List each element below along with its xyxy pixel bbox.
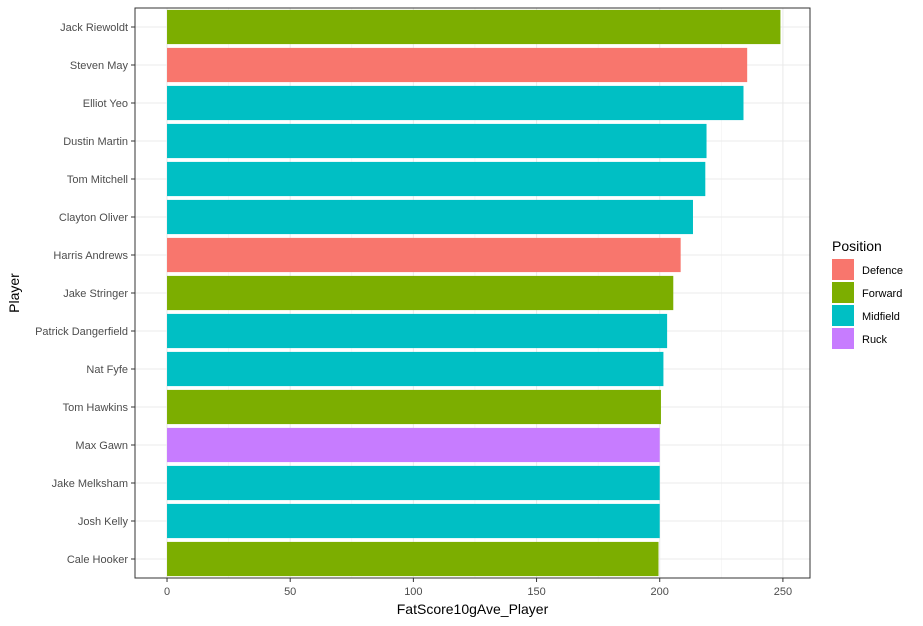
x-axis: 0 50 100 150 200 250 [164,578,792,598]
legend-key [832,259,854,280]
bar [167,465,660,501]
y-tick-label: Cale Hooker [67,554,128,566]
legend-label: Forward [862,288,902,300]
bars [167,9,781,577]
bar [167,503,660,539]
x-tick-label: 0 [164,586,170,598]
y-tick-label: Josh Kelly [78,516,129,528]
legend-label: Defence [862,265,903,277]
legend-key [832,305,854,326]
y-tick-label: Jake Stringer [63,288,128,300]
x-tick-label: 100 [404,586,422,598]
y-tick-label: Patrick Dangerfield [35,326,128,338]
bar [167,47,748,83]
x-tick-label: 50 [284,586,296,598]
legend-key [832,328,854,349]
y-tick-label: Clayton Oliver [59,212,128,224]
y-tick-label: Nat Fyfe [86,364,128,376]
bar [167,237,681,273]
y-tick-label: Max Gawn [75,440,128,452]
y-tick-label: Tom Hawkins [63,402,129,414]
bar [167,351,664,387]
x-tick-label: 150 [527,586,545,598]
y-tick-label: Dustin Martin [63,136,128,148]
bar [167,427,660,463]
y-tick-label: Elliot Yeo [83,98,128,110]
bar [167,389,661,425]
y-tick-label: Jake Melksham [52,478,128,490]
legend-key [832,282,854,303]
legend-title: Position [832,238,882,254]
x-tick-label: 250 [774,586,792,598]
legend-label: Ruck [862,334,888,346]
bar [167,9,781,45]
legend: Position Defence Forward Midfield Ruck [832,238,903,349]
y-tick-label: Steven May [70,60,129,72]
bar [167,275,674,311]
bar [167,313,668,349]
bar [167,161,706,197]
x-axis-title: FatScore10gAve_Player [397,601,549,617]
bar [167,199,693,235]
y-tick-label: Jack Riewoldt [60,22,128,34]
x-tick-label: 200 [651,586,669,598]
y-tick-label: Harris Andrews [53,250,128,262]
bar [167,541,659,577]
y-tick-label: Tom Mitchell [67,174,128,186]
y-axis-title: Player [6,273,22,313]
bar [167,123,707,159]
bar [167,85,744,121]
legend-label: Midfield [862,311,900,323]
y-axis: Jack Riewoldt Steven May Elliot Yeo Dustin … [35,22,135,566]
